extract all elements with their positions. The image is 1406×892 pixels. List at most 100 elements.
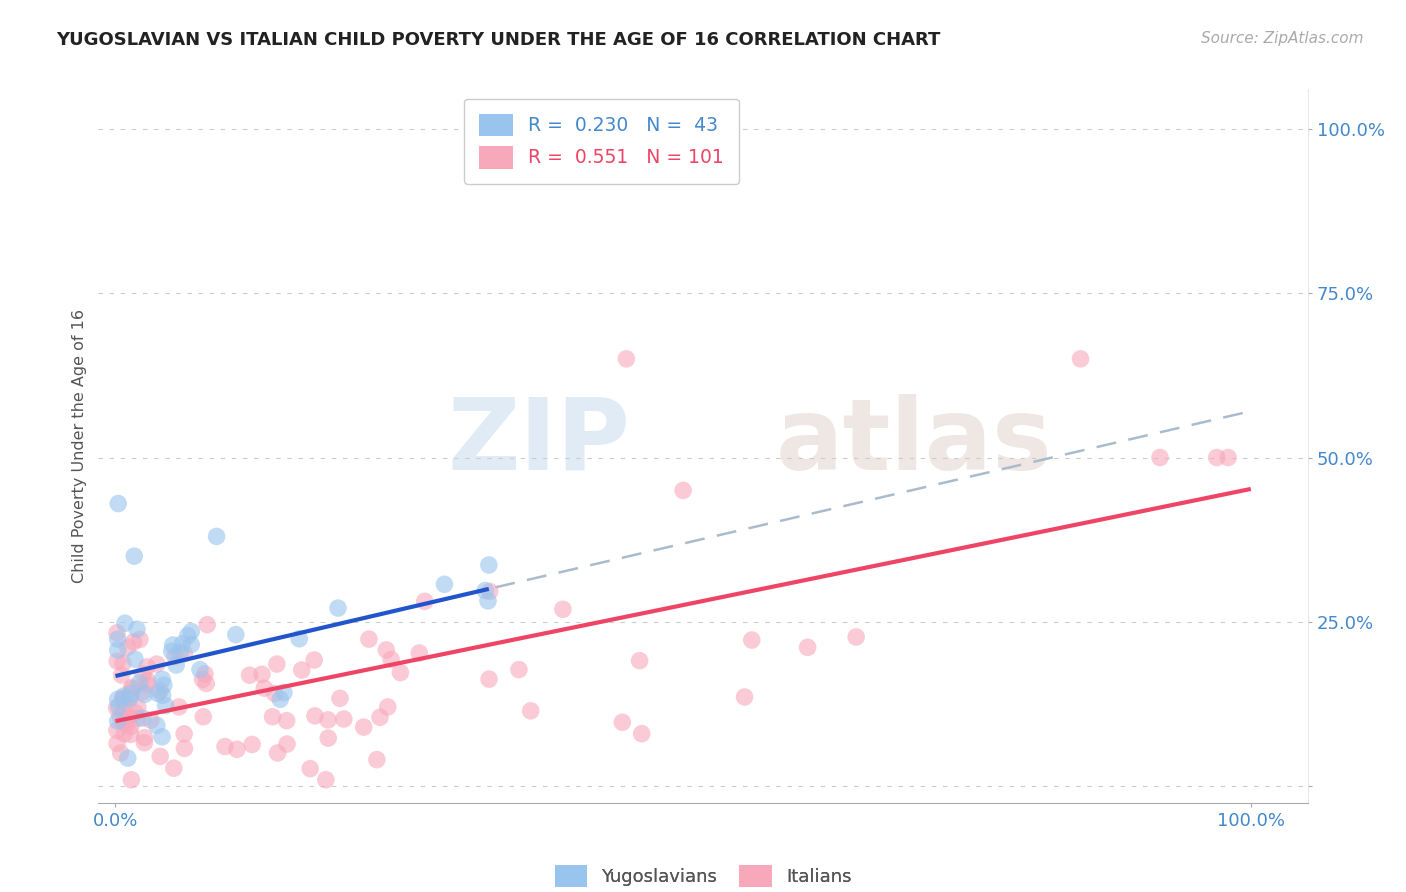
Point — [173, 741, 195, 756]
Point — [125, 712, 148, 726]
Point — [478, 672, 501, 686]
Point — [120, 719, 142, 733]
Point — [191, 673, 214, 687]
Point — [146, 718, 169, 732]
Y-axis label: Child Poverty Under the Age of 16: Child Poverty Under the Age of 16 — [72, 309, 87, 583]
Point — [180, 638, 202, 652]
Point — [614, 351, 637, 366]
Point — [124, 652, 146, 666]
Point — [180, 624, 202, 639]
Point — [112, 691, 135, 706]
Point — [630, 726, 652, 740]
Point — [167, 700, 190, 714]
Text: ZIP: ZIP — [447, 394, 630, 491]
Point — [240, 738, 263, 752]
Point — [433, 577, 456, 591]
Point — [478, 584, 501, 599]
Point — [112, 727, 135, 741]
Point — [107, 497, 129, 511]
Point — [188, 663, 211, 677]
Point — [250, 667, 273, 681]
Point — [112, 692, 135, 706]
Point — [121, 681, 143, 695]
Point — [225, 627, 247, 641]
Point — [796, 640, 818, 655]
Point — [253, 681, 276, 695]
Point — [107, 692, 129, 706]
Point — [291, 663, 314, 677]
Point — [672, 483, 695, 498]
Point — [734, 690, 756, 704]
Point — [368, 710, 391, 724]
Point — [112, 705, 135, 719]
Point — [112, 689, 135, 703]
Point — [127, 700, 149, 714]
Point — [551, 602, 574, 616]
Point — [124, 706, 146, 720]
Point — [357, 632, 380, 647]
Point — [132, 684, 155, 698]
Point — [239, 668, 262, 682]
Point — [146, 686, 169, 700]
Point — [519, 704, 541, 718]
Point — [107, 632, 129, 647]
Point — [262, 709, 284, 723]
Point — [160, 644, 183, 658]
Point — [134, 688, 156, 702]
Point — [122, 635, 145, 649]
Point — [176, 629, 198, 643]
Point — [304, 709, 326, 723]
Point — [263, 687, 285, 701]
Point — [118, 690, 141, 705]
Point — [1205, 450, 1227, 465]
Point — [136, 673, 159, 688]
Point — [110, 668, 132, 682]
Point — [120, 772, 142, 787]
Point — [155, 698, 177, 713]
Point — [136, 677, 159, 691]
Point — [375, 643, 398, 657]
Point — [163, 761, 186, 775]
Point — [172, 637, 194, 651]
Point — [741, 633, 763, 648]
Point — [377, 700, 399, 714]
Point — [107, 714, 129, 728]
Point — [205, 529, 228, 543]
Text: atlas: atlas — [776, 394, 1052, 491]
Point — [134, 736, 156, 750]
Point — [149, 749, 172, 764]
Legend: Yugoslavians, Italians: Yugoslavians, Italians — [547, 858, 859, 892]
Point — [149, 683, 172, 698]
Point — [302, 653, 325, 667]
Point — [105, 723, 128, 738]
Point — [112, 691, 135, 706]
Point — [107, 643, 129, 657]
Text: Source: ZipAtlas.com: Source: ZipAtlas.com — [1201, 31, 1364, 46]
Point — [389, 665, 412, 680]
Point — [105, 625, 128, 640]
Point — [114, 616, 136, 631]
Point — [173, 727, 195, 741]
Point — [111, 657, 134, 671]
Point — [288, 632, 311, 646]
Point — [193, 709, 215, 723]
Point — [1216, 450, 1239, 465]
Point — [150, 673, 173, 687]
Point — [1149, 450, 1171, 465]
Point — [408, 646, 430, 660]
Point — [273, 685, 295, 699]
Point — [115, 713, 138, 727]
Point — [316, 731, 339, 745]
Point — [110, 746, 132, 760]
Point — [162, 638, 184, 652]
Point — [105, 701, 128, 715]
Point — [117, 640, 139, 655]
Point — [122, 549, 145, 564]
Point — [276, 714, 298, 728]
Point — [132, 667, 155, 681]
Point — [118, 691, 141, 706]
Point — [134, 731, 156, 745]
Point — [612, 715, 634, 730]
Point — [152, 688, 174, 702]
Point — [117, 709, 139, 723]
